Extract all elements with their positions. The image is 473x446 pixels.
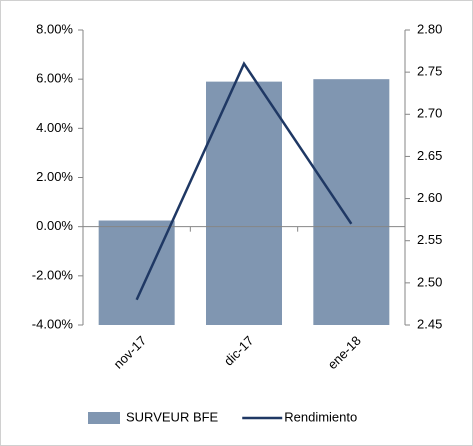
y2-tick-label: 2.55 xyxy=(417,232,442,247)
legend-label: Rendimiento xyxy=(284,409,357,424)
y2-tick-label: 2.60 xyxy=(417,190,442,205)
y2-tick-label: 2.65 xyxy=(417,148,442,163)
bar xyxy=(206,81,282,325)
y2-tick-label: 2.70 xyxy=(417,106,442,121)
legend-swatch xyxy=(88,412,120,424)
y2-tick-label: 2.80 xyxy=(417,21,442,36)
y2-tick-label: 2.45 xyxy=(417,316,442,331)
y-tick-label: -2.00% xyxy=(32,267,74,282)
y-tick-label: 6.00% xyxy=(36,71,73,86)
y-tick-label: 2.00% xyxy=(36,169,73,184)
y-tick-label: 4.00% xyxy=(36,120,73,135)
y-tick-label: -4.00% xyxy=(32,316,74,331)
bar xyxy=(313,79,390,326)
legend-label: SURVEUR BFE xyxy=(126,409,219,424)
y-tick-label: 0.00% xyxy=(36,218,73,233)
y-tick-label: 8.00% xyxy=(36,21,73,36)
y2-tick-label: 2.50 xyxy=(417,274,442,289)
bar xyxy=(98,220,175,325)
line xyxy=(135,61,353,301)
y2-tick-label: 2.75 xyxy=(417,64,442,79)
